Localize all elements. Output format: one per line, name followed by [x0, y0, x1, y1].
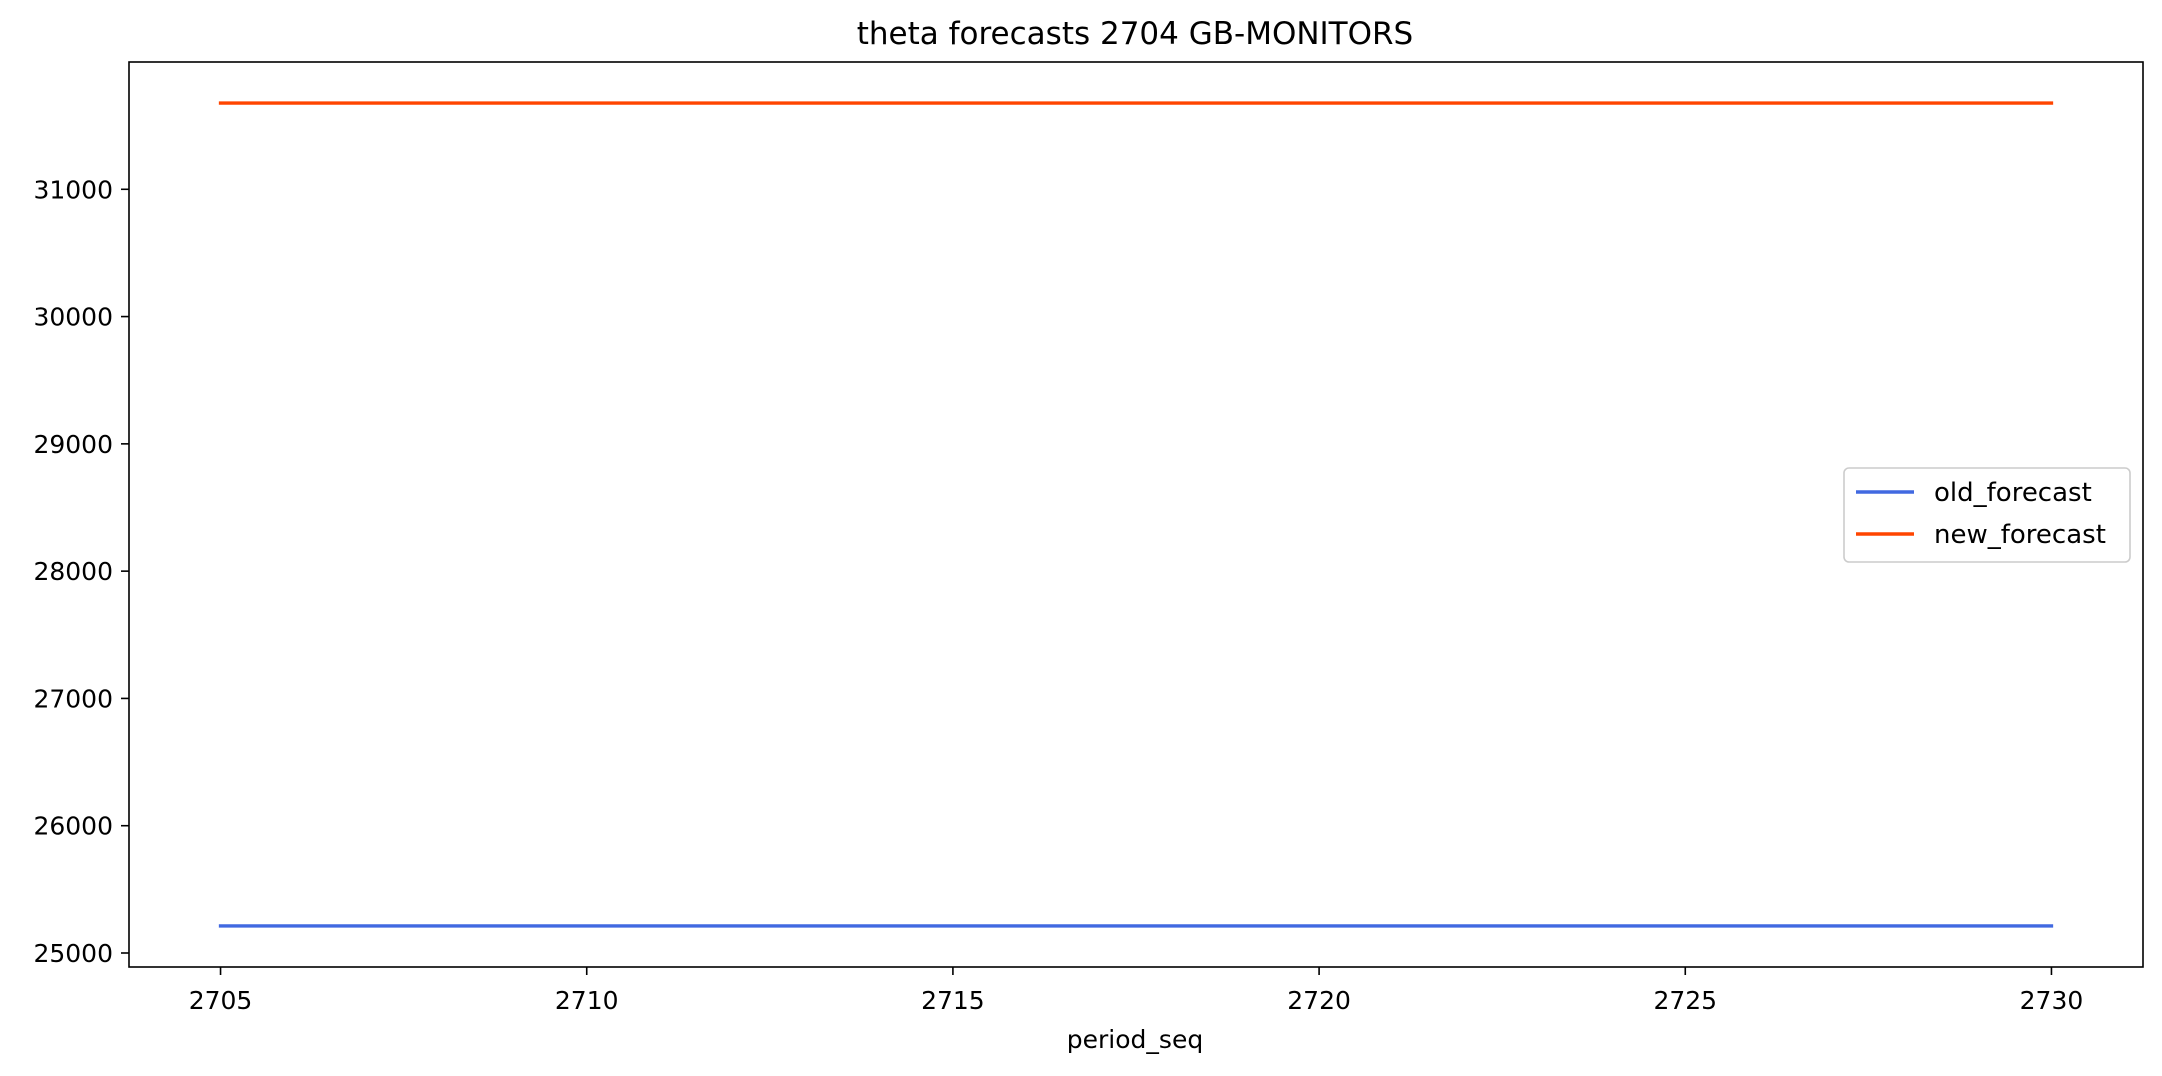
y-tick-label: 25000 [33, 939, 113, 968]
legend-label: new_forecast [1934, 520, 2106, 550]
x-axis-ticks: 2705 2710 2715 2720 2725 2730 [189, 967, 2084, 1015]
series-lines [218, 101, 2054, 928]
x-tick-label: 2705 [189, 986, 253, 1015]
plot-frame [128, 61, 2144, 968]
x-tick-label: 2715 [921, 986, 985, 1015]
y-tick-label: 26000 [33, 812, 113, 841]
legend: old_forecast new_forecast [1843, 467, 2131, 563]
y-tick-label: 29000 [33, 430, 113, 459]
y-tick-label: 28000 [33, 557, 113, 586]
legend-label: old_forecast [1934, 478, 2092, 508]
y-tick-label: 31000 [33, 175, 113, 204]
legend-box [1843, 467, 2131, 563]
chart-title: theta forecasts 2704 GB-MONITORS [857, 16, 1414, 52]
x-tick-label: 2710 [555, 986, 619, 1015]
x-tick-label: 2725 [1653, 986, 1717, 1015]
y-tick-label: 27000 [33, 684, 113, 713]
y-tick-label: 30000 [33, 303, 113, 332]
plot-area [129, 62, 2143, 967]
x-axis-label: period_seq [1067, 1025, 1203, 1054]
x-tick-label: 2720 [1287, 986, 1351, 1015]
x-tick-label: 2730 [2020, 986, 2084, 1015]
y-axis-ticks: 25000 26000 27000 28000 29000 30000 31000 [33, 175, 129, 968]
